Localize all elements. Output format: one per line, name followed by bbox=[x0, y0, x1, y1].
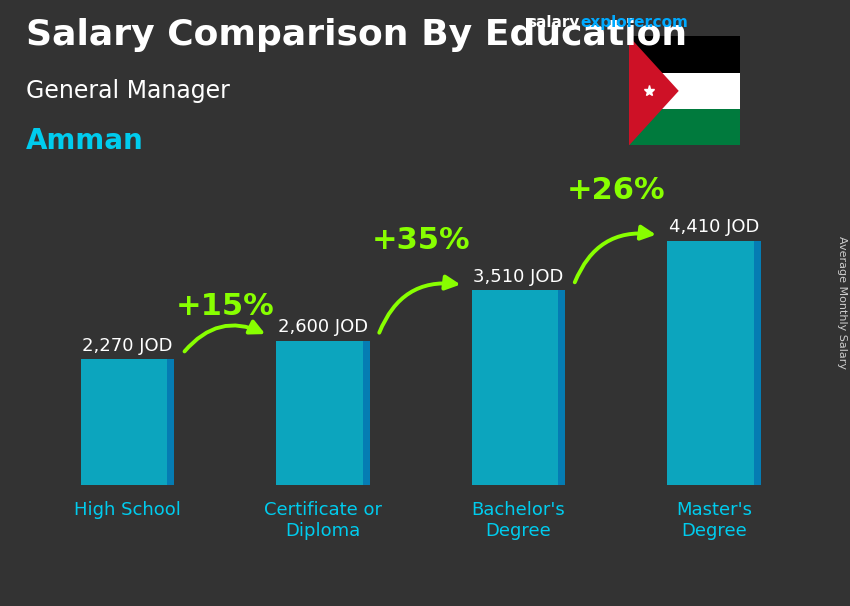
Text: explorer: explorer bbox=[581, 15, 653, 30]
Text: +35%: +35% bbox=[371, 226, 470, 255]
Bar bbox=[629, 73, 740, 109]
Text: 2,600 JOD: 2,600 JOD bbox=[278, 318, 368, 336]
Text: High School: High School bbox=[74, 501, 181, 519]
Bar bbox=[667, 241, 761, 485]
FancyArrowPatch shape bbox=[379, 276, 456, 333]
Text: +26%: +26% bbox=[567, 176, 666, 205]
Bar bbox=[629, 36, 740, 73]
Polygon shape bbox=[629, 36, 678, 145]
Text: 4,410 JOD: 4,410 JOD bbox=[669, 218, 759, 236]
Text: Certificate or
Diploma: Certificate or Diploma bbox=[264, 501, 382, 540]
Text: Amman: Amman bbox=[26, 127, 144, 155]
Bar bbox=[558, 290, 565, 485]
Text: Average Monthly Salary: Average Monthly Salary bbox=[837, 236, 847, 370]
Bar bbox=[754, 241, 761, 485]
Bar bbox=[629, 109, 740, 145]
Text: salary: salary bbox=[527, 15, 580, 30]
Text: 3,510 JOD: 3,510 JOD bbox=[473, 268, 564, 286]
Bar bbox=[167, 359, 174, 485]
Text: 2,270 JOD: 2,270 JOD bbox=[82, 337, 173, 355]
Bar bbox=[81, 359, 174, 485]
Bar bbox=[472, 290, 565, 485]
Text: Bachelor's
Degree: Bachelor's Degree bbox=[472, 501, 565, 540]
Text: Master's
Degree: Master's Degree bbox=[676, 501, 752, 540]
Bar bbox=[276, 341, 370, 485]
Text: .com: .com bbox=[648, 15, 689, 30]
Bar bbox=[363, 341, 370, 485]
Text: +15%: +15% bbox=[176, 292, 275, 321]
FancyArrowPatch shape bbox=[575, 227, 652, 282]
Text: Salary Comparison By Education: Salary Comparison By Education bbox=[26, 18, 687, 52]
Text: General Manager: General Manager bbox=[26, 79, 230, 103]
FancyArrowPatch shape bbox=[184, 322, 261, 351]
